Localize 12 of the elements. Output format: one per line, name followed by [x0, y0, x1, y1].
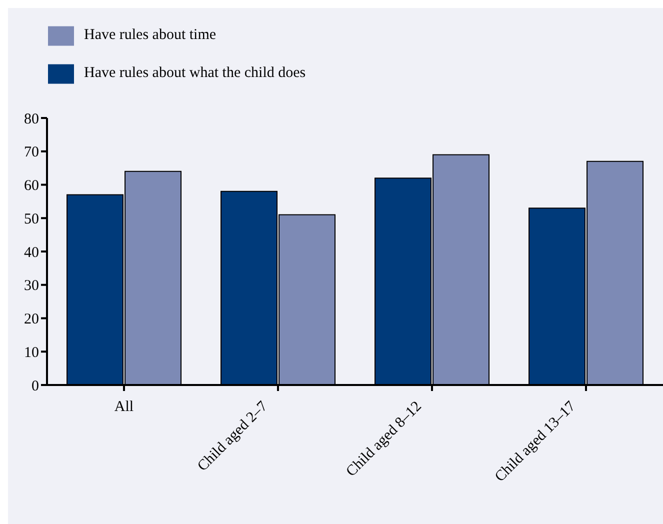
x-tick-label: All: [114, 399, 134, 415]
y-tick-label: 10: [24, 344, 39, 361]
y-tick-label: 40: [24, 244, 39, 261]
y-tick-label: 80: [24, 111, 39, 128]
y-tick-label: 0: [32, 378, 39, 394]
y-tick-label: 50: [24, 211, 39, 228]
y-tick-label: 60: [24, 178, 39, 194]
legend-label: Have rules about what the child does: [84, 65, 306, 81]
legend-label: Have rules about time: [84, 27, 216, 43]
y-tick-label: 20: [24, 312, 39, 328]
y-tick-label: 70: [24, 144, 39, 161]
y-tick-label: 30: [24, 278, 39, 294]
